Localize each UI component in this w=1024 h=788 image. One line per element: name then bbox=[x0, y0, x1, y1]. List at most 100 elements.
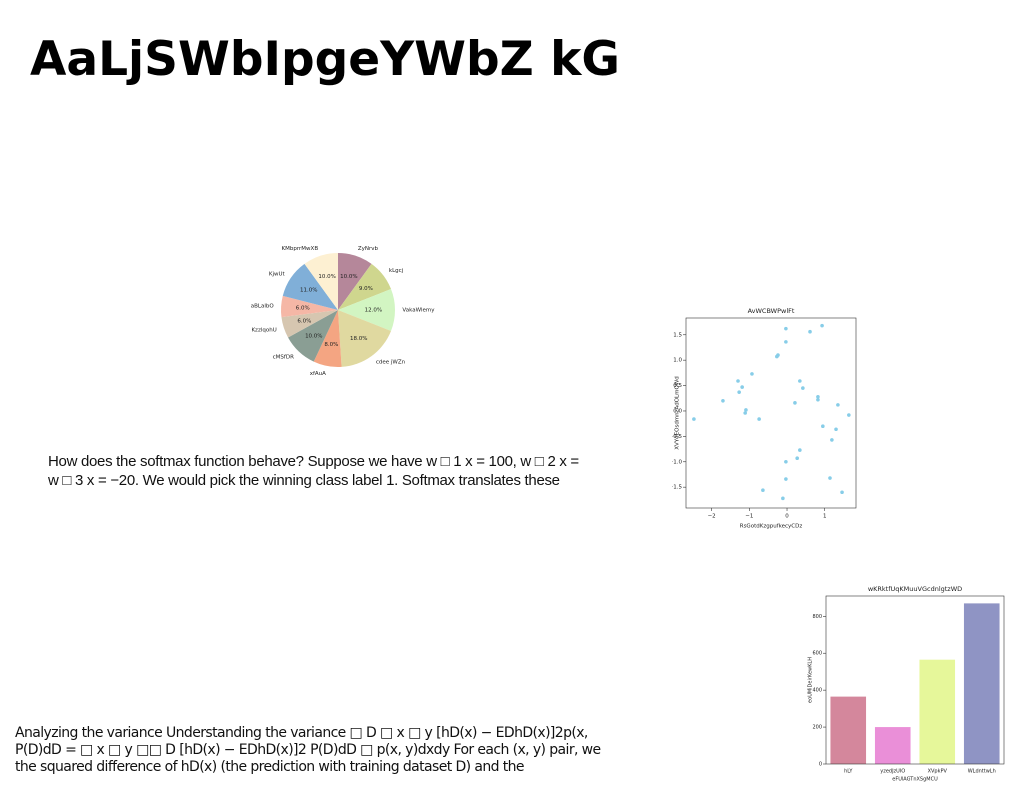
slice-label: kLgcj bbox=[389, 268, 404, 274]
y-tick-label: 200 bbox=[812, 725, 822, 731]
scatter-point bbox=[721, 399, 725, 403]
scatter-point bbox=[761, 488, 765, 493]
pie-chart: 10.0% ZyNrvb 9.0% kLgcj 12.0% VakaWlemy 18.0% c… bbox=[251, 246, 436, 377]
scatter-point bbox=[692, 417, 696, 421]
slice-label: KMbprrMwXB bbox=[282, 246, 319, 252]
y-tick-label: −0.5 bbox=[672, 434, 682, 440]
y-axis-label: eoUMiDeirKewKLH bbox=[808, 657, 814, 703]
x-tick-label: −1 bbox=[745, 514, 753, 520]
text-line: the squared difference of hD(x) (the pre… bbox=[15, 759, 525, 775]
slice-value-label: 18.0% bbox=[350, 336, 367, 342]
slice-value-label: 10.0% bbox=[340, 274, 357, 280]
slice-label: KjwUt bbox=[269, 271, 286, 277]
pie-slice bbox=[281, 295, 338, 318]
scatter-point bbox=[795, 456, 799, 461]
slice-value-label: 9.0% bbox=[359, 286, 373, 292]
scatter-point bbox=[740, 385, 744, 389]
pie-slice bbox=[281, 310, 338, 338]
bar-chart: wKRktfUqKMuuVGcdnlgtzWD eFUlAGTnXSgMCU eoU… bbox=[808, 585, 1005, 783]
bar bbox=[963, 603, 1000, 764]
y-tick-label: 800 bbox=[812, 614, 822, 620]
chart-title: AvWCBWPwlFt bbox=[748, 307, 795, 315]
x-tick-label: −2 bbox=[708, 514, 716, 520]
scatter-point bbox=[816, 397, 820, 402]
scatter-point bbox=[801, 386, 805, 390]
scatter-point bbox=[736, 379, 740, 383]
page-title: AaLjSWbIpgeYWbZ kG bbox=[30, 32, 620, 87]
scatter-point bbox=[834, 427, 838, 432]
pie-slice bbox=[338, 289, 395, 331]
bar bbox=[919, 659, 956, 764]
scatter-point bbox=[750, 372, 754, 376]
scatter-point bbox=[816, 394, 820, 399]
scatter-point bbox=[830, 438, 834, 442]
y-tick-label: 0.5 bbox=[673, 383, 682, 389]
y-axis-label: XVYdEOsdmnzAdOLmQWd bbox=[675, 376, 681, 449]
scatter-point bbox=[776, 353, 780, 357]
x-tick-label: 0 bbox=[785, 514, 789, 520]
x-axis-label: RsGotdKzgpufkecyCDz bbox=[740, 524, 803, 530]
slice-value-label: 8.0% bbox=[324, 342, 338, 348]
slice-value-label: 12.0% bbox=[365, 308, 382, 314]
paragraph: How does the softmax function behave? Su… bbox=[48, 452, 579, 490]
chart-title: wKRktfUqKMuuVGcdnlgtzWD bbox=[868, 585, 962, 593]
scatter-point bbox=[808, 329, 812, 334]
scatter-point bbox=[820, 323, 824, 328]
x-tick-label: hLY bbox=[844, 769, 853, 775]
scatter-point bbox=[847, 413, 851, 417]
scatter-point bbox=[757, 417, 761, 421]
scatter-point bbox=[798, 448, 802, 452]
slice-label: VakaWlemy bbox=[402, 308, 435, 314]
bar bbox=[830, 696, 867, 764]
scatter-point bbox=[784, 326, 788, 331]
pie-slice bbox=[338, 310, 391, 367]
y-tick-label: 1.5 bbox=[673, 332, 682, 338]
scatter-point bbox=[793, 401, 797, 405]
scatter-point bbox=[781, 496, 785, 501]
x-tick-label: yzedJzUIO bbox=[880, 769, 905, 775]
pie-slice bbox=[338, 263, 391, 310]
y-tick-label: 0 bbox=[819, 762, 822, 768]
y-tick-label: 400 bbox=[812, 688, 822, 694]
plot-frame bbox=[685, 317, 857, 509]
slice-value-label: 6.0% bbox=[296, 305, 310, 311]
slice-label: ZyNrvb bbox=[358, 246, 379, 252]
scatter-point bbox=[798, 379, 802, 383]
plot-frame bbox=[825, 595, 1005, 765]
scatter-point bbox=[840, 490, 844, 495]
text-line: How does the softmax function behave? Su… bbox=[48, 453, 579, 470]
slice-label: cMSfDR bbox=[273, 354, 294, 360]
text-line: P(D)dD = □ x □ y □□ D [hD(x) − EDhD(x)]2… bbox=[15, 742, 601, 758]
slice-label: xfAuA bbox=[310, 371, 326, 377]
y-tick-label: 0.0 bbox=[673, 408, 682, 414]
text-line: Analyzing the variance Understanding the… bbox=[15, 725, 588, 741]
bar bbox=[874, 727, 911, 764]
slice-value-label: 10.0% bbox=[305, 333, 322, 339]
y-tick-label: −1.5 bbox=[672, 485, 682, 491]
x-tick-label: 1 bbox=[823, 514, 827, 520]
pie-slice bbox=[282, 263, 338, 310]
text-line: w □ 3 x = −20. We would pick the winning… bbox=[48, 472, 560, 489]
slice-label: cdee jWZn bbox=[376, 360, 406, 366]
pie-slice bbox=[304, 253, 338, 310]
scatter-point bbox=[784, 459, 788, 464]
scatter-point bbox=[737, 390, 741, 394]
y-tick-label: −1.0 bbox=[672, 459, 682, 465]
slice-label: aBLalbO bbox=[251, 303, 275, 309]
scatter-point bbox=[743, 411, 747, 415]
pie-slice bbox=[313, 310, 342, 367]
x-tick-label: XVpkPV bbox=[928, 769, 948, 775]
slice-label: KzzlqohU bbox=[251, 327, 276, 333]
scatter-point bbox=[836, 403, 840, 407]
slice-value-label: 11.0% bbox=[300, 288, 317, 294]
pie-slice bbox=[288, 310, 338, 362]
x-axis-label: eFUlAGTnXSgMCU bbox=[892, 777, 938, 783]
pie-slice bbox=[338, 253, 372, 310]
y-tick-label: 600 bbox=[812, 651, 822, 657]
scatter-point bbox=[821, 424, 825, 429]
scatter-point bbox=[784, 477, 788, 481]
slice-value-label: 10.0% bbox=[318, 274, 335, 280]
scatter-chart: AvWCBWPwlFt RsGotdKzgpufkecyCDz XVYdEOsdmn… bbox=[672, 307, 857, 530]
x-tick-label: WLdnttwLh bbox=[968, 769, 996, 775]
